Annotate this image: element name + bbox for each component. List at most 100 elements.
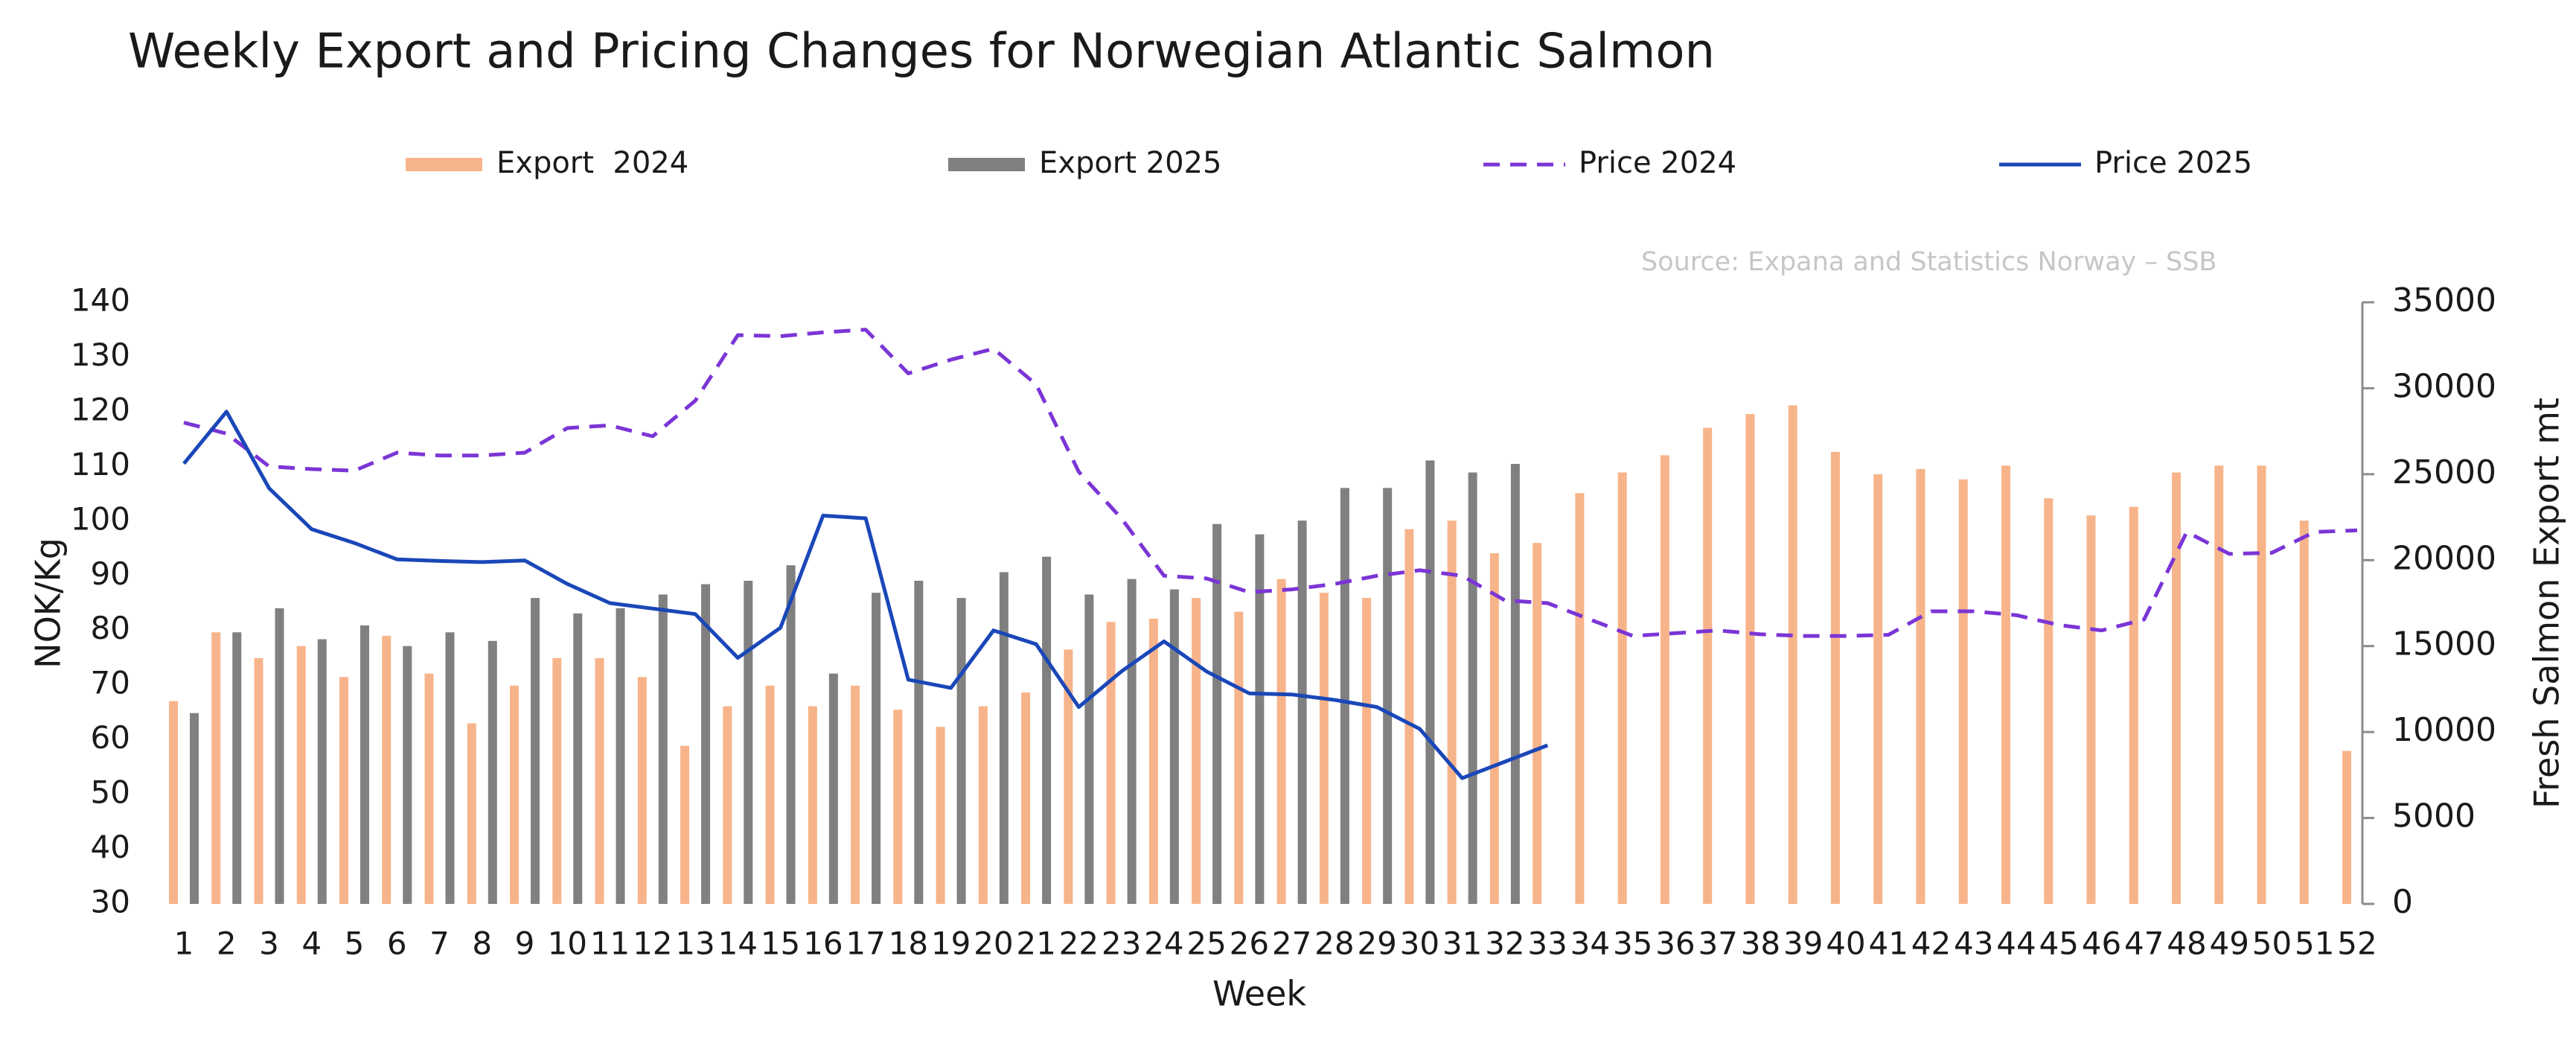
legend-label: Price 2024 bbox=[1579, 146, 1736, 180]
x-tick-label: 28 bbox=[1314, 926, 1354, 962]
bar bbox=[680, 745, 690, 904]
legend-label: Export 2024 bbox=[496, 146, 688, 180]
y2-tick-label: 10000 bbox=[2392, 711, 2496, 749]
y-axis-title: NOK/Kg bbox=[28, 538, 68, 669]
bar bbox=[424, 673, 434, 904]
x-tick-label: 11 bbox=[590, 926, 630, 962]
x-tick-label: 37 bbox=[1698, 926, 1737, 962]
x-tick-label: 44 bbox=[1996, 926, 2036, 962]
bar bbox=[1533, 543, 1542, 904]
x-tick-label: 40 bbox=[1826, 926, 1865, 962]
x-tick-label: 13 bbox=[675, 926, 715, 962]
bar bbox=[999, 572, 1009, 904]
bar bbox=[296, 646, 306, 904]
y-tick-label: 110 bbox=[71, 446, 130, 482]
x-tick-label: 4 bbox=[301, 926, 322, 962]
bar bbox=[1192, 598, 1201, 904]
x-tick-label: 24 bbox=[1144, 926, 1183, 962]
bar bbox=[2044, 498, 2054, 904]
y-tick-label: 90 bbox=[91, 555, 130, 592]
x-tick-label: 21 bbox=[1016, 926, 1055, 962]
bar bbox=[1362, 598, 1372, 904]
x-tick-label: 12 bbox=[633, 926, 672, 962]
x-tick-label: 26 bbox=[1230, 926, 1269, 962]
bar bbox=[1404, 529, 1414, 904]
bar bbox=[1745, 414, 1755, 904]
bar bbox=[2214, 465, 2224, 904]
chart-title: Weekly Export and Pricing Changes for No… bbox=[128, 25, 1715, 80]
x-tick-label: 14 bbox=[718, 926, 758, 962]
x-tick-label: 42 bbox=[1911, 926, 1951, 962]
y2-tick-label: 30000 bbox=[2392, 367, 2496, 405]
x-tick-label: 38 bbox=[1741, 926, 1780, 962]
x-axis-title: Week bbox=[1212, 974, 1306, 1014]
y-tick-label: 130 bbox=[71, 337, 130, 373]
bar bbox=[956, 598, 966, 904]
bar bbox=[1425, 460, 1435, 904]
y-tick-label: 140 bbox=[71, 282, 130, 319]
line-series bbox=[182, 410, 1549, 780]
y-tick-label: 40 bbox=[91, 829, 130, 865]
bar bbox=[723, 706, 732, 904]
bar bbox=[1510, 464, 1520, 904]
bar bbox=[637, 677, 647, 904]
bar bbox=[2001, 465, 2010, 904]
x-tick-label: 52 bbox=[2337, 926, 2377, 962]
bar bbox=[1660, 455, 1669, 904]
y-tick-label: 100 bbox=[71, 500, 130, 537]
bar bbox=[1042, 556, 1052, 904]
bar bbox=[893, 710, 903, 904]
bar bbox=[595, 657, 604, 904]
bar bbox=[2257, 465, 2266, 904]
x-tick-label: 35 bbox=[1613, 926, 1652, 962]
x-tick-label: 16 bbox=[803, 926, 843, 962]
bar bbox=[701, 584, 711, 904]
x-tick-label: 5 bbox=[345, 926, 365, 962]
bar bbox=[2086, 515, 2096, 904]
bar bbox=[360, 625, 370, 904]
bar bbox=[317, 639, 327, 904]
x-tick-label: 45 bbox=[2039, 926, 2078, 962]
legend-swatch bbox=[948, 158, 1025, 171]
bar bbox=[573, 613, 583, 904]
x-tick-label: 48 bbox=[2167, 926, 2206, 962]
y2-tick-label: 35000 bbox=[2392, 281, 2496, 319]
bar bbox=[1468, 472, 1477, 904]
bar bbox=[552, 657, 562, 904]
bar bbox=[382, 635, 391, 904]
x-tick-label: 8 bbox=[472, 926, 492, 962]
source-note: Source: Expana and Statistics Norway – S… bbox=[1641, 247, 2217, 277]
y-tick-label: 70 bbox=[91, 665, 130, 701]
bar bbox=[1212, 523, 1222, 904]
x-tick-label: 31 bbox=[1442, 926, 1482, 962]
line-series bbox=[183, 328, 2358, 638]
bar bbox=[658, 594, 668, 904]
x-tick-label: 33 bbox=[1527, 926, 1567, 962]
x-tick-label: 49 bbox=[2210, 926, 2249, 962]
bar bbox=[1127, 579, 1137, 904]
x-tick-label: 47 bbox=[2124, 926, 2164, 962]
x-tick-label: 50 bbox=[2252, 926, 2292, 962]
x-tick-label: 15 bbox=[761, 926, 800, 962]
bar bbox=[275, 608, 284, 904]
bar bbox=[914, 580, 924, 904]
bar bbox=[1148, 618, 1158, 904]
bar bbox=[978, 706, 988, 904]
bar bbox=[510, 685, 520, 904]
bar bbox=[1383, 488, 1393, 904]
y-tick-label: 30 bbox=[91, 884, 130, 920]
x-tick-label: 36 bbox=[1655, 926, 1695, 962]
bar bbox=[1916, 468, 1925, 904]
x-tick-label: 29 bbox=[1357, 926, 1396, 962]
x-tick-label: 32 bbox=[1485, 926, 1524, 962]
y-tick-label: 60 bbox=[91, 719, 130, 756]
y-tick-label: 50 bbox=[91, 774, 130, 811]
x-tick-label: 25 bbox=[1186, 926, 1226, 962]
x-tick-label: 17 bbox=[846, 926, 885, 962]
bar bbox=[2129, 506, 2138, 904]
bar bbox=[1064, 649, 1073, 904]
x-tick-label: 6 bbox=[387, 926, 407, 962]
x-tick-label: 2 bbox=[217, 926, 237, 962]
